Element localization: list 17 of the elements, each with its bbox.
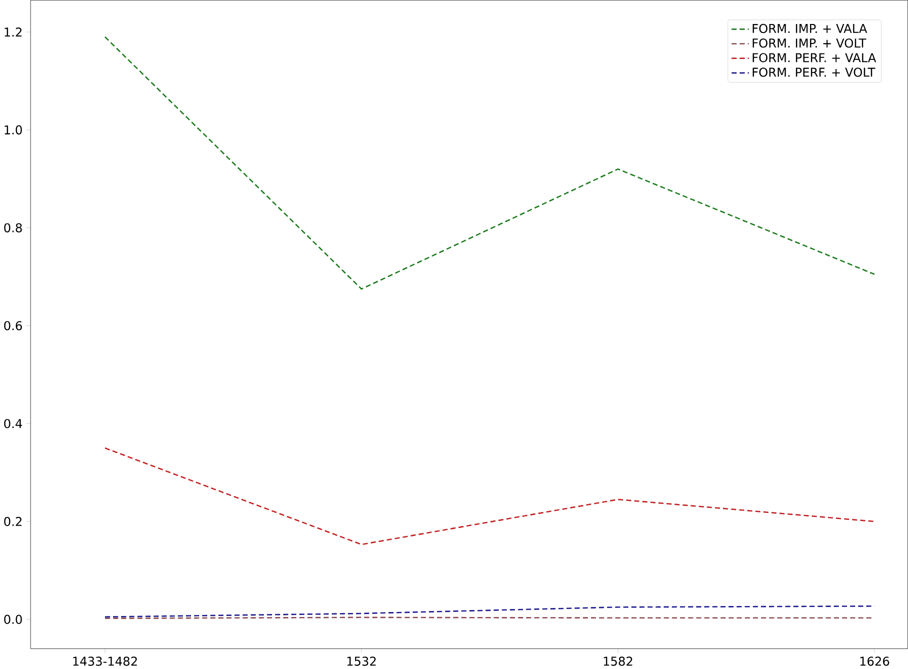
y-tick-label: 0.8 xyxy=(4,223,22,232)
legend-label: FORM. PERF. + VOLT xyxy=(752,68,876,77)
y-tick-label: 1.2 xyxy=(4,27,22,36)
y-tick-label: 0.2 xyxy=(4,516,22,526)
legend-label: FORM. IMP. + VALA xyxy=(752,24,868,33)
y-tick-label: 1.0 xyxy=(4,125,22,134)
y-tick-label: 0.6 xyxy=(4,320,22,330)
legend-label: FORM. PERF. + VALA xyxy=(752,52,876,62)
x-tick-label: 1582 xyxy=(604,656,632,666)
x-tick-label: 1433-1482 xyxy=(73,656,137,666)
legend-label: FORM. IMP. + VOLT xyxy=(752,38,866,48)
x-tick-label: 1532 xyxy=(347,656,376,666)
line-series xyxy=(104,447,876,546)
line-series xyxy=(104,36,876,290)
y-tick-label: 0.0 xyxy=(4,614,22,624)
x-tick-label: 1626 xyxy=(860,656,890,666)
y-tick-label: 0.4 xyxy=(4,418,22,428)
